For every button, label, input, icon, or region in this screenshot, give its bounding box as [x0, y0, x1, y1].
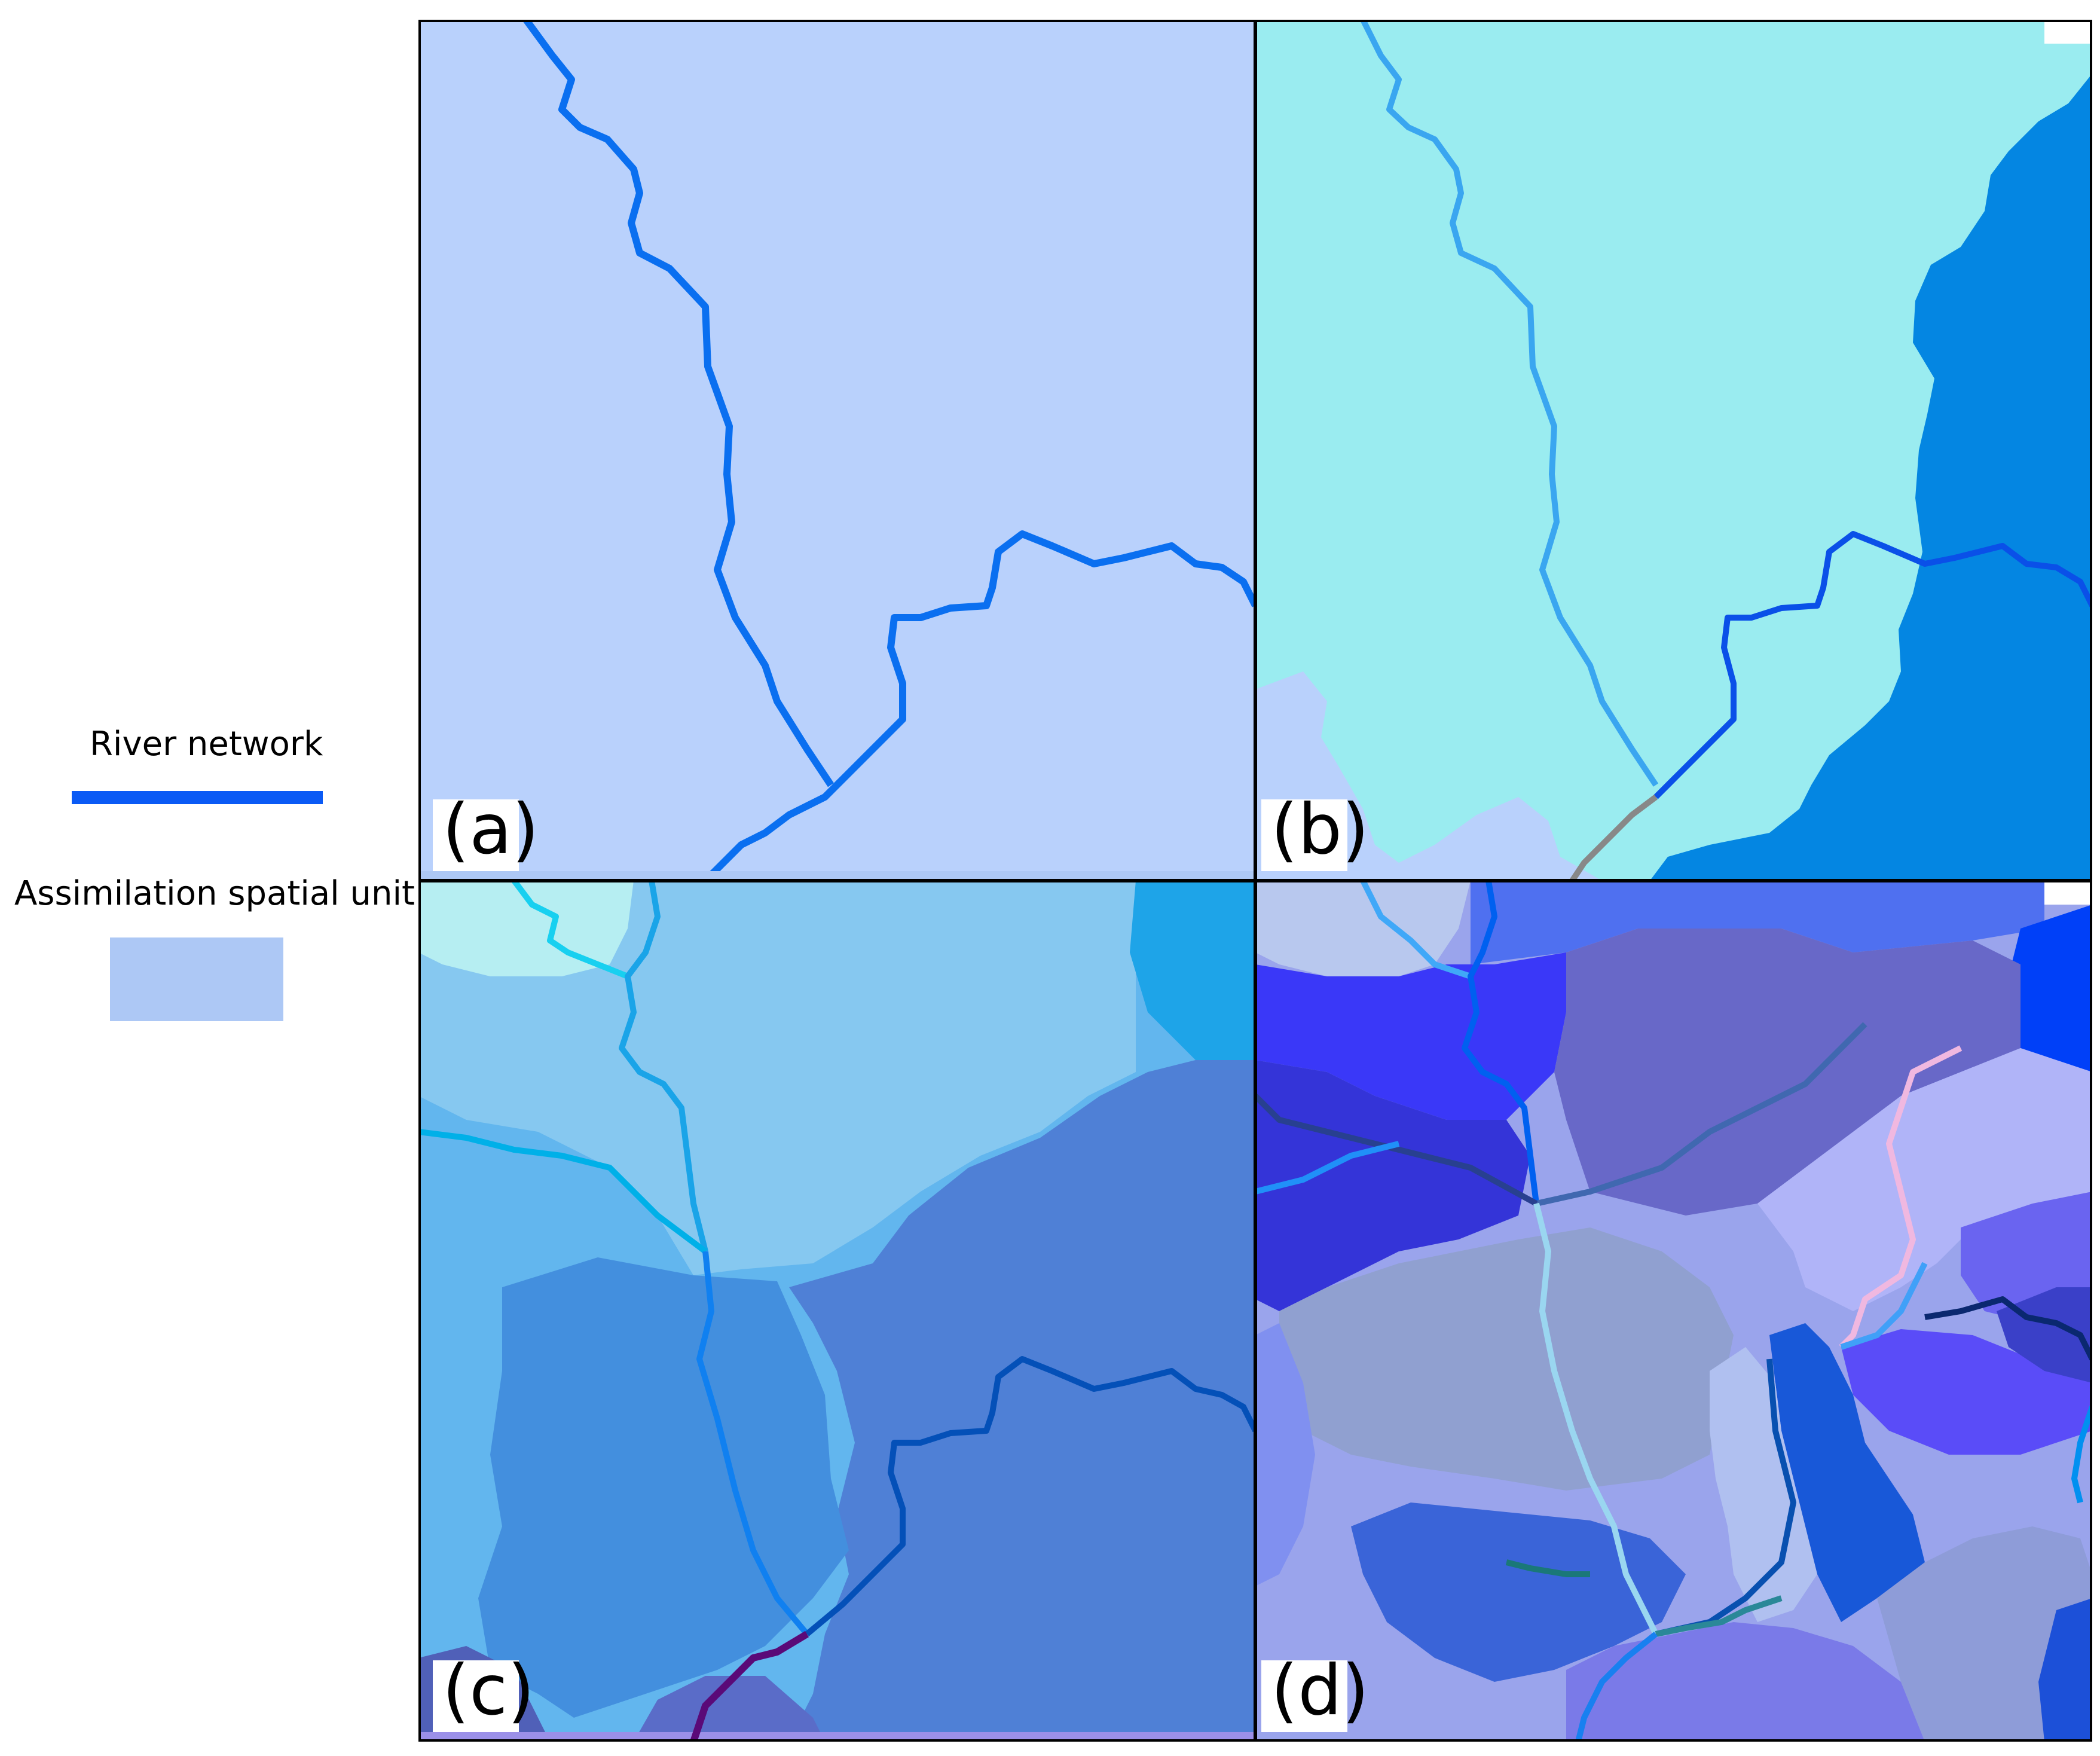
river-d-14: [1575, 1632, 1658, 1742]
river-c-east: [805, 1356, 1255, 1636]
spatial-unit-c-middle: [478, 1257, 849, 1718]
map-grid: (a) (b) (c): [418, 20, 2092, 1742]
river-c-upper-left: [512, 881, 629, 979]
panel-c: (c): [418, 881, 1255, 1742]
river-c-west: [418, 1129, 707, 1254]
river-d-8: [1840, 1262, 1928, 1350]
panel-a-label: (a): [442, 789, 539, 870]
river-d-9: [1924, 1296, 2092, 1361]
spatial-unit-d-18: [1255, 1323, 1315, 1586]
panel-c-label-box: [433, 1660, 519, 1732]
river-d-7: [1839, 1045, 1963, 1349]
legend-river-swatch: [72, 791, 323, 804]
river-d-10: [2071, 1406, 2092, 1504]
spatial-unit-c-bottom: [634, 1676, 825, 1742]
river-d-5: [1255, 1141, 1400, 1195]
legend-unit-label: Assimilation spatial unit: [14, 874, 415, 913]
river-d-3: [1535, 1022, 1867, 1207]
spatial-unit-b-right: [1650, 20, 2092, 881]
spatial-unit-d-12: [1769, 1323, 1925, 1622]
river-b-outlet: [1569, 795, 1658, 881]
river-c-outlet: [690, 1630, 809, 1742]
river-b-tributary: [1653, 531, 2092, 799]
panel-b-label: (b): [1271, 789, 1369, 870]
spatial-unit-c-right: [789, 1060, 1255, 1742]
panel-d-label-box: [1261, 1660, 1347, 1732]
spatial-unit-d-15: [1566, 1622, 1925, 1742]
panel-a: (a): [418, 20, 1255, 881]
panel-b-label-box: [1261, 799, 1347, 871]
legend-river-label: River network: [90, 725, 323, 764]
river-c-lower: [696, 1251, 809, 1636]
spatial-unit-d-9: [1279, 1227, 1734, 1491]
panel-c-label: (c): [442, 1650, 534, 1731]
panel-d-label: (d): [1271, 1650, 1369, 1731]
spatial-unit-d-3: [2009, 905, 2092, 1072]
panel-d: (d): [1255, 881, 2092, 1742]
river-d-12: [1655, 1595, 1783, 1637]
spatial-unit-d-1: [1255, 881, 1471, 976]
river-a-tributary: [702, 530, 1255, 881]
river-d-4: [1255, 1094, 1538, 1207]
spatial-unit-a: [418, 20, 1255, 881]
spatial-unit-d-2: [1471, 881, 2044, 964]
spatial-unit-c-topleft: [418, 881, 634, 976]
spatial-unit-d-6: [1255, 1060, 1530, 1311]
river-d-1: [1360, 881, 1472, 979]
legend: River network Assimilation spatial unit: [0, 0, 415, 1756]
river-d-6: [1533, 1202, 1659, 1636]
spatial-unit-d-5: [1554, 929, 2020, 1216]
river-a-main: [523, 20, 834, 787]
panel-a-label-box: [433, 799, 519, 871]
river-c-main: [619, 881, 708, 1253]
river-d-13: [1505, 1559, 1590, 1577]
spatial-unit-c-upper: [418, 881, 1136, 1275]
spatial-unit-d-14: [1351, 1502, 1686, 1682]
panel-b: (b): [1255, 20, 2092, 881]
spatial-unit-c-topright: [1130, 881, 1255, 1060]
spatial-unit-d-7: [1757, 1048, 2092, 1311]
river-b-main: [1360, 20, 1659, 787]
spatial-unit-d-16: [1877, 1526, 2092, 1742]
spatial-unit-d-13: [1710, 1347, 1817, 1622]
legend-unit-swatch: [110, 937, 283, 1021]
spatial-unit-d-17: [2038, 1598, 2092, 1742]
river-d-2: [1462, 881, 1539, 1204]
